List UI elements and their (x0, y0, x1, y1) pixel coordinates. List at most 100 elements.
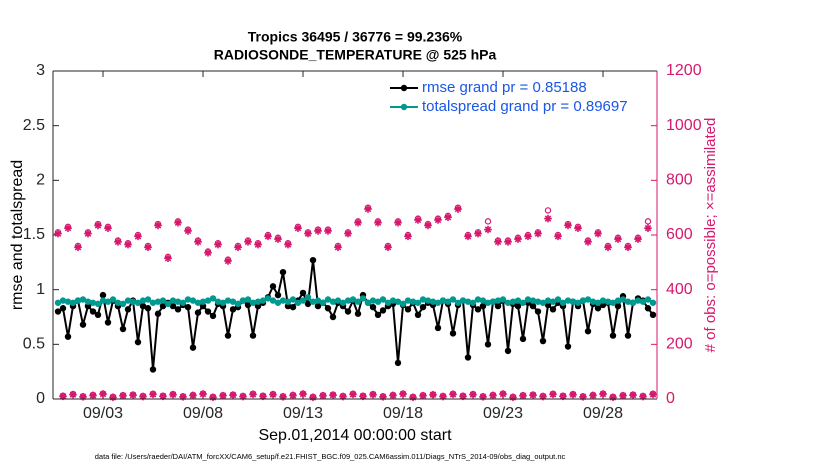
point (119, 325, 127, 333)
point (359, 295, 367, 302)
point (304, 294, 312, 301)
point (474, 306, 482, 313)
point (274, 299, 282, 306)
point (79, 393, 87, 401)
y-tick-label: 2 (36, 172, 45, 189)
point (644, 296, 652, 303)
point (189, 344, 197, 351)
point (454, 205, 462, 213)
y2-tick-label: 400 (666, 281, 693, 298)
point (419, 391, 427, 400)
point (424, 221, 432, 230)
point (464, 298, 472, 305)
point (494, 238, 502, 246)
point (479, 297, 487, 304)
point (269, 283, 277, 290)
point (609, 393, 617, 402)
point (234, 300, 242, 308)
point (74, 243, 82, 252)
point (624, 298, 632, 305)
point (404, 297, 412, 304)
point (584, 238, 592, 246)
point (369, 303, 377, 311)
point (344, 297, 352, 304)
point (139, 302, 147, 310)
point (239, 297, 247, 304)
point (69, 299, 77, 306)
point (219, 391, 227, 400)
point (599, 301, 607, 309)
point (79, 321, 87, 328)
point (524, 232, 532, 241)
point (399, 390, 407, 398)
point (274, 235, 282, 243)
point (214, 298, 222, 305)
chart-title: Tropics 36495 / 36776 = 99.236% (248, 29, 463, 45)
point (334, 243, 342, 252)
y-tick-label: 2.5 (23, 117, 45, 134)
point (329, 391, 337, 399)
point (209, 312, 217, 320)
point (139, 392, 147, 401)
point (414, 311, 422, 319)
point (284, 298, 292, 305)
point (559, 299, 567, 306)
point (519, 391, 527, 400)
point (584, 296, 592, 303)
point (429, 298, 437, 305)
point (249, 390, 257, 399)
point (324, 296, 332, 303)
y2-tick-label: 0 (666, 390, 675, 407)
point (99, 297, 107, 304)
point (624, 332, 632, 339)
point (379, 393, 387, 401)
x-axis-label: Sep.01,2014 00:00:00 start (258, 427, 452, 444)
y-tick-label: 1.5 (23, 226, 45, 243)
point (514, 302, 522, 310)
point (289, 303, 297, 311)
point (184, 296, 192, 303)
point (254, 240, 262, 249)
point (614, 297, 622, 304)
point (314, 227, 322, 235)
point (404, 232, 412, 241)
point (649, 299, 657, 306)
point (379, 296, 387, 303)
point (264, 295, 272, 302)
point (64, 298, 72, 305)
y-axis-label: rmse and totalspread (9, 160, 26, 310)
point (364, 299, 372, 306)
point (289, 391, 297, 400)
point (304, 229, 312, 238)
point (384, 299, 392, 306)
point (99, 291, 107, 299)
point (104, 298, 112, 305)
point (144, 305, 152, 312)
point (329, 313, 337, 321)
x-tick-label: 09/08 (183, 405, 223, 422)
point (149, 390, 157, 399)
point (599, 390, 607, 398)
point (579, 297, 587, 304)
point (449, 330, 457, 337)
legend-marker (400, 84, 408, 92)
point (459, 297, 467, 304)
point (104, 224, 112, 232)
point (539, 337, 547, 345)
point (394, 359, 402, 367)
x-tick-label: 09/28 (583, 405, 623, 422)
point (504, 299, 512, 306)
point (54, 308, 62, 315)
point (629, 391, 637, 399)
point (354, 218, 362, 227)
point (604, 243, 612, 252)
point (344, 229, 352, 238)
point (194, 309, 202, 316)
point (604, 298, 612, 305)
point (169, 390, 177, 399)
point (499, 296, 507, 303)
point (54, 299, 62, 306)
point (419, 296, 427, 303)
point (434, 216, 442, 224)
point (579, 393, 587, 401)
